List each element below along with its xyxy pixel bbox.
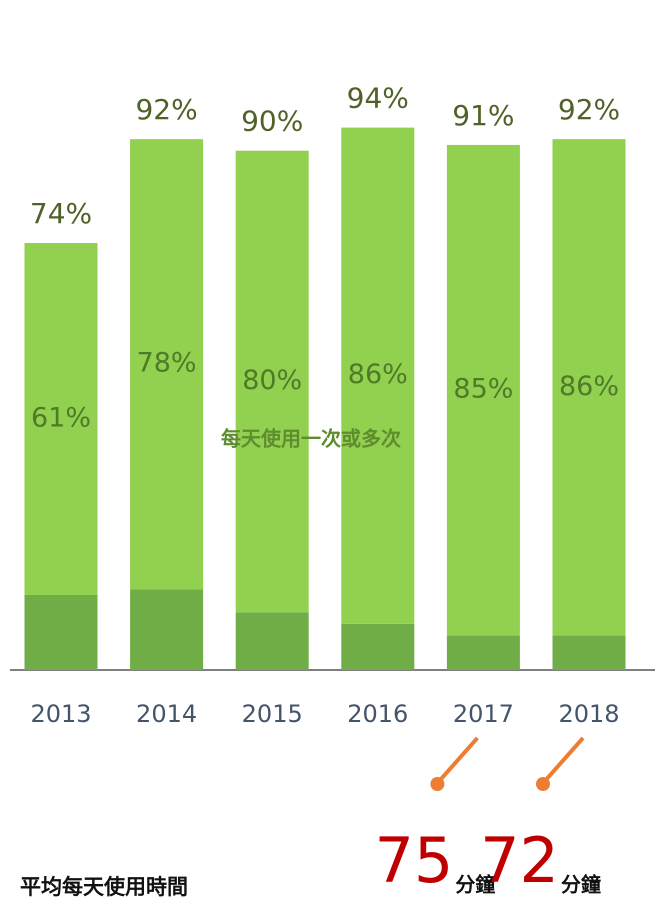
bar-segment [24, 594, 98, 670]
value-label: 85% [453, 374, 513, 405]
x-tick-label: 2018 [558, 700, 619, 728]
x-tick-label: 2014 [136, 700, 197, 728]
average-time-value: 72 [480, 824, 559, 897]
bar-segment [24, 243, 98, 595]
bar-segment [446, 635, 520, 670]
value-label: 86% [348, 359, 408, 390]
average-time-label: 平均每天使用時間 [20, 875, 188, 899]
value-label: 61% [31, 403, 91, 434]
value-label: 80% [242, 365, 302, 396]
pointer-dot [536, 777, 550, 791]
x-tick-label: 2016 [347, 700, 408, 728]
total-label: 92% [135, 93, 197, 126]
average-time-unit: 分鐘 [455, 873, 495, 897]
bar-segment [552, 139, 626, 636]
value-label: 78% [137, 348, 197, 379]
total-label: 94% [347, 82, 409, 115]
bar-segment [130, 589, 204, 670]
bar-segment [235, 150, 309, 613]
bar-segment [341, 623, 415, 670]
bar-segment [552, 635, 626, 670]
average-time-unit: 分鐘 [561, 873, 601, 897]
total-label: 92% [558, 93, 620, 126]
bar-segment [341, 127, 415, 624]
value-label: 86% [559, 371, 619, 402]
pointer-line [436, 736, 479, 784]
x-tick-label: 2015 [242, 700, 303, 728]
pointer-line [542, 736, 585, 784]
total-label: 90% [241, 105, 303, 138]
bar-segment [446, 144, 520, 636]
series-label: 每天使用一次或多次 [221, 427, 401, 451]
bar-segment [235, 612, 309, 670]
average-time-value: 75 [374, 824, 453, 897]
total-label: 91% [452, 99, 514, 132]
pointer-dot [430, 777, 445, 791]
total-label: 74% [30, 197, 92, 230]
x-tick-label: 2017 [453, 700, 514, 728]
bar-segment [130, 139, 204, 590]
x-tick-label: 2013 [30, 700, 91, 728]
